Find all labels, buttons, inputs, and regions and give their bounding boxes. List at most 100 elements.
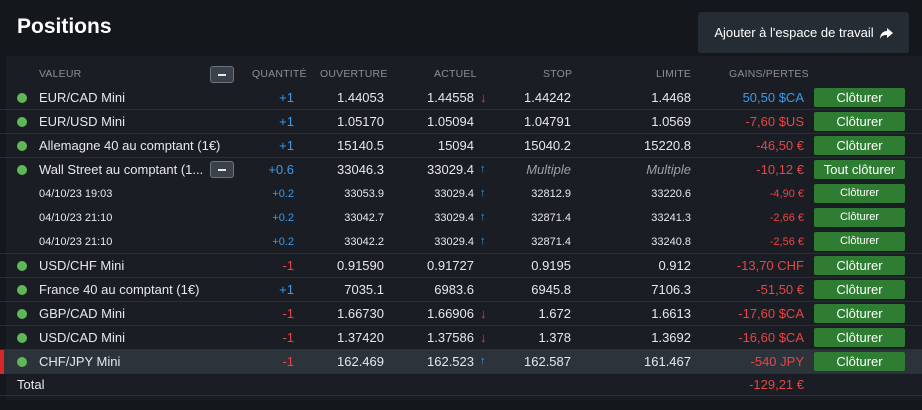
positions-panel [6, 56, 922, 400]
instrument-name: EUR/USD Mini [39, 114, 125, 129]
stop-value[interactable]: 0.9195 [531, 258, 571, 273]
limit-value[interactable]: 33241.3 [651, 212, 691, 224]
stop-value[interactable]: 6945.8 [531, 282, 571, 297]
current-price: 33029.4 [427, 162, 474, 177]
status-dot-icon [17, 141, 27, 151]
open-price: 7035.1 [344, 282, 384, 297]
quantity: +0.2 [272, 188, 294, 200]
limit-value[interactable]: 7106.3 [651, 282, 691, 297]
limit-value[interactable]: 1.6613 [651, 306, 691, 321]
open-price: 33042.2 [344, 236, 384, 248]
add-to-workspace-label: Ajouter à l'espace de travail [714, 25, 874, 40]
col-actuel[interactable]: ACTUEL [434, 68, 477, 80]
quantity: +1 [279, 282, 294, 297]
quantity: +0.2 [272, 236, 294, 248]
table-row-selected[interactable]: CHF/JPY Mini -1 162.469 162.523 ↑ 162.58… [0, 350, 922, 374]
table-row[interactable]: USD/CAD Mini -1 1.37420 1.37586 ↓ 1.378 … [0, 326, 922, 350]
table-row[interactable]: EUR/USD Mini +1 1.05170 1.05094 1.04791 … [0, 110, 922, 134]
close-position-button[interactable]: Clôturer [814, 352, 905, 371]
col-gains-pertes[interactable]: GAINS/PERTES [729, 68, 809, 80]
status-dot-icon [17, 309, 27, 319]
close-position-button[interactable]: Clôturer [814, 112, 905, 131]
quantity: +0.2 [272, 212, 294, 224]
status-dot-icon [17, 117, 27, 127]
close-position-button[interactable]: Clôturer [814, 136, 905, 155]
selected-marker [0, 350, 4, 374]
close-all-button[interactable]: Tout clôturer [814, 160, 905, 179]
sub-position-row[interactable]: 04/10/23 21:10 +0.2 33042.2 33029.4 ↑ 32… [0, 230, 922, 254]
table-row[interactable]: Allemagne 40 au comptant (1€) +1 15140.5… [0, 134, 922, 158]
stop-value[interactable]: 1.44242 [524, 90, 571, 105]
sub-position-row[interactable]: 04/10/23 21:10 +0.2 33042.7 33029.4 ↑ 32… [0, 206, 922, 230]
limit-value[interactable]: 161.467 [644, 354, 691, 369]
col-valeur[interactable]: VALEUR [39, 68, 82, 80]
positions-table: EUR/CAD Mini +1 1.44053 1.44558 ↓ 1.4424… [0, 86, 922, 374]
instrument-name: USD/CHF Mini [39, 258, 125, 273]
col-stop[interactable]: STOP [543, 68, 573, 80]
open-price: 162.469 [337, 354, 384, 369]
collapse-group-button[interactable] [210, 161, 234, 178]
table-row[interactable]: EUR/CAD Mini +1 1.44053 1.44558 ↓ 1.4424… [0, 86, 922, 110]
open-price: 1.44053 [337, 90, 384, 105]
stop-value[interactable]: 15040.2 [524, 138, 571, 153]
profit-loss: -51,50 € [756, 282, 804, 297]
close-position-button[interactable]: Clôturer [814, 208, 905, 227]
current-price: 1.37586 [427, 330, 474, 345]
collapse-all-button[interactable] [210, 66, 234, 83]
limit-value[interactable]: 33240.8 [651, 236, 691, 248]
profit-loss: -2,66 € [769, 212, 804, 224]
quantity: -1 [282, 330, 294, 345]
limit-value[interactable]: 0.912 [658, 258, 691, 273]
profit-loss: -46,50 € [756, 138, 804, 153]
limit-value: Multiple [646, 162, 691, 177]
open-price: 33042.7 [344, 212, 384, 224]
close-position-button[interactable]: Clôturer [814, 88, 905, 107]
table-row[interactable]: France 40 au comptant (1€) +1 7035.1 698… [0, 278, 922, 302]
close-position-button[interactable]: Clôturer [814, 256, 905, 275]
col-quantite[interactable]: QUANTITÉ [252, 68, 307, 80]
stop-value: Multiple [526, 162, 571, 177]
quantity: +1 [279, 90, 294, 105]
limit-value[interactable]: 1.0569 [651, 114, 691, 129]
table-row[interactable]: GBP/CAD Mini -1 1.66730 1.66906 ↓ 1.672 … [0, 302, 922, 326]
col-limite[interactable]: LIMITE [656, 68, 692, 80]
status-dot-icon [17, 261, 27, 271]
add-to-workspace-button[interactable]: Ajouter à l'espace de travail [698, 12, 909, 53]
current-price: 33029.4 [434, 212, 474, 224]
sub-position-row[interactable]: 04/10/23 19:03 +0.2 33053.9 33029.4 ↑ 32… [0, 182, 922, 206]
close-position-button[interactable]: Clôturer [814, 328, 905, 347]
close-position-button[interactable]: Clôturer [814, 280, 905, 299]
quantity: +1 [279, 138, 294, 153]
close-position-button[interactable]: Clôturer [814, 232, 905, 251]
stop-value[interactable]: 32871.4 [531, 236, 571, 248]
status-dot-icon [17, 165, 27, 175]
total-value: -129,21 € [749, 377, 804, 392]
position-datetime: 04/10/23 21:10 [39, 236, 113, 248]
stop-value[interactable]: 1.672 [538, 306, 571, 321]
close-position-button[interactable]: Clôturer [814, 304, 905, 323]
down-arrow-icon: ↓ [480, 90, 487, 105]
open-price: 1.05170 [337, 114, 384, 129]
table-row-group[interactable]: Wall Street au comptant (1... +0.6 33046… [0, 158, 922, 182]
quantity: -1 [282, 306, 294, 321]
stop-value[interactable]: 1.378 [538, 330, 571, 345]
col-ouverture[interactable]: OUVERTURE [320, 68, 388, 80]
open-price: 33046.3 [337, 162, 384, 177]
close-position-button[interactable]: Clôturer [814, 184, 905, 203]
current-price: 33029.4 [434, 236, 474, 248]
limit-value[interactable]: 15220.8 [644, 138, 691, 153]
limit-value[interactable]: 1.4468 [651, 90, 691, 105]
current-price: 0.91727 [427, 258, 474, 273]
stop-value[interactable]: 32871.4 [531, 212, 571, 224]
stop-value[interactable]: 1.04791 [524, 114, 571, 129]
stop-value[interactable]: 162.587 [524, 354, 571, 369]
stop-value[interactable]: 32812.9 [531, 188, 571, 200]
up-arrow-icon: ↑ [480, 163, 486, 175]
position-datetime: 04/10/23 21:10 [39, 212, 113, 224]
current-price: 1.44558 [427, 90, 474, 105]
table-row[interactable]: USD/CHF Mini -1 0.91590 0.91727 0.9195 0… [0, 254, 922, 278]
limit-value[interactable]: 1.3692 [651, 330, 691, 345]
profit-loss: -2,56 € [769, 236, 804, 248]
limit-value[interactable]: 33220.6 [651, 188, 691, 200]
column-headers: VALEUR QUANTITÉ OUVERTURE ACTUEL STOP LI… [0, 62, 922, 86]
